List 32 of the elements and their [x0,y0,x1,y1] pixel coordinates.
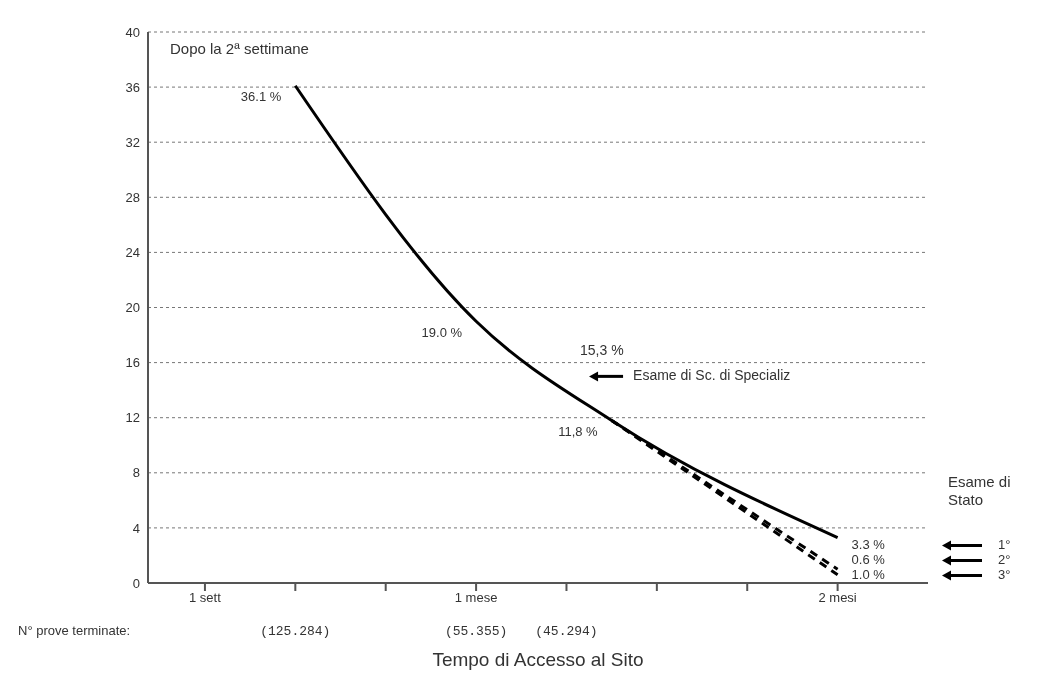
y-tick-label: 20 [125,300,140,316]
annotation: Dopo la 2ª settimane [170,40,309,57]
text: N° prove terminate: [18,623,131,638]
y-tick-label: 8 [132,465,140,481]
annotation: 15,3 % [580,342,624,359]
data-label: 11,8 % [558,423,599,439]
y-tick-label: 16 [125,355,140,371]
data-label: 1.0 % [851,566,886,582]
data-label: 36.1 % [240,89,282,105]
y-tick-label: 24 [125,245,140,261]
x-axis-title: Tempo di Accesso al Sito [432,649,644,670]
y-tick-label: 36 [125,79,140,95]
text: 3° [998,566,1011,582]
text: 1° [998,536,1011,552]
data-label: 3.3 % [851,536,886,552]
data-label: 19.0 % [421,324,463,340]
x-tick-label: 2 mesi [818,590,857,606]
text: (55.355) [444,624,508,639]
text: Esame di Stato [948,472,1011,508]
y-tick-label: 28 [125,189,140,205]
y-tick-label: 4 [132,520,140,536]
text: (45.294) [535,624,598,639]
x-tick-label: 1 mese [454,590,498,606]
text: (125.284) [260,624,331,639]
y-tick-label: 0 [132,575,140,591]
y-tick-label: 40 [125,24,140,40]
data-label: 0.6 % [851,551,886,567]
y-tick-label: 32 [125,134,140,150]
text: 2° [998,551,1011,567]
x-tick-label: 1 sett [189,590,222,606]
annotation: Esame di Sc. di Specializ [633,367,791,384]
y-tick-label: 12 [125,410,140,426]
